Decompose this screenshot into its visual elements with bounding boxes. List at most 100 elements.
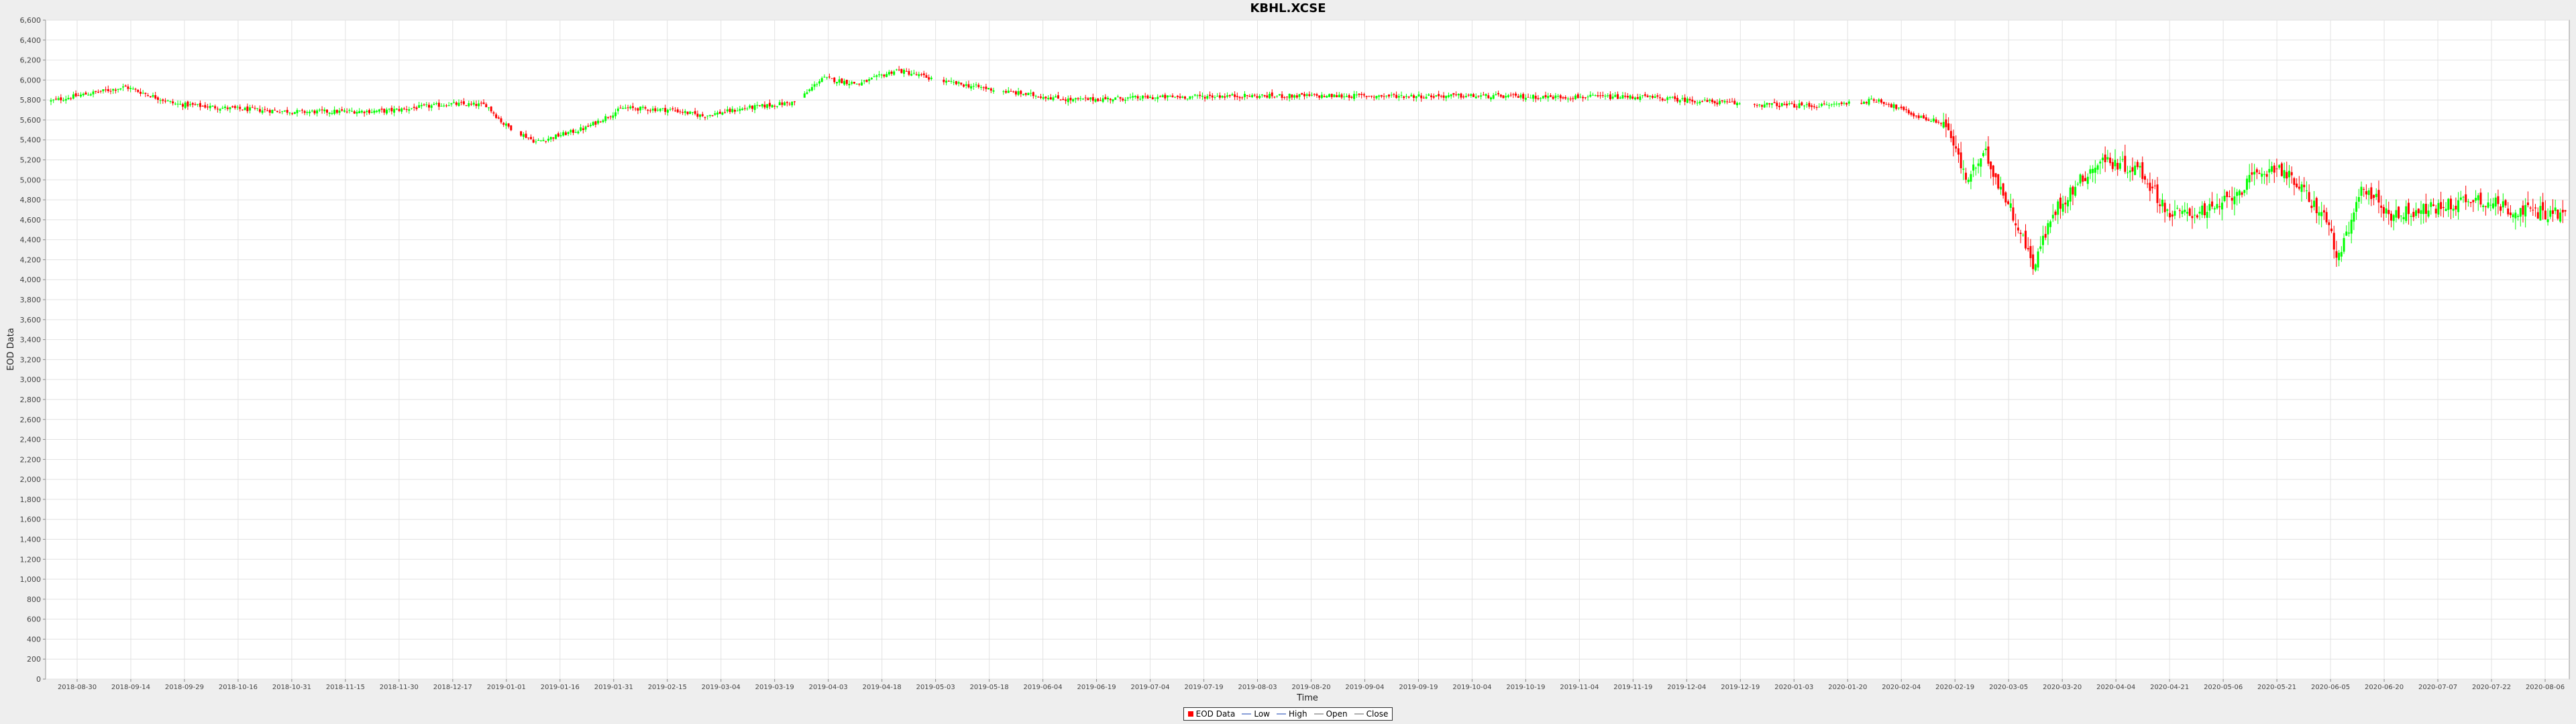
candle-body: [385, 109, 388, 114]
candle-body: [1619, 97, 1621, 99]
candle-body: [1149, 97, 1152, 98]
candle-body: [1248, 96, 1251, 97]
candle-body: [535, 141, 537, 143]
candle-body: [1905, 109, 1908, 111]
candle-body: [440, 106, 443, 107]
candle-body: [107, 88, 109, 91]
candle-body: [2395, 210, 2398, 218]
candle-body: [890, 71, 893, 74]
candle-body: [2015, 223, 2017, 226]
candle-body: [2355, 202, 2358, 212]
candle-body: [880, 74, 883, 76]
x-tick-label: 2020-01-03: [1774, 684, 1813, 691]
candle-body: [1888, 104, 1890, 105]
candle-body: [2186, 212, 2189, 214]
x-tick-label: 2020-05-06: [2204, 684, 2243, 691]
candle-body: [2027, 248, 2029, 250]
candle-body: [79, 95, 82, 97]
candle-body: [1601, 95, 1604, 97]
legend-item-low: Low: [1242, 709, 1270, 719]
candle-body: [1348, 95, 1350, 98]
candle-body: [204, 105, 207, 108]
candle-body: [2313, 200, 2316, 207]
candle-body: [353, 111, 356, 114]
candle-body: [1651, 96, 1654, 98]
candle-body: [2118, 163, 2121, 169]
candle-body: [1897, 107, 1900, 109]
candle-body: [1878, 99, 1880, 102]
candle-body: [2544, 210, 2546, 220]
candle-body: [1069, 97, 1072, 101]
x-tick-label: 2019-03-04: [702, 684, 741, 691]
candle-body: [1761, 105, 1764, 107]
candle-body: [174, 103, 176, 105]
x-tick-label: 2019-02-15: [648, 684, 687, 691]
candle-body: [1209, 95, 1212, 97]
candle-body: [963, 84, 965, 87]
candle-body: [1393, 94, 1395, 95]
candle-body: [2412, 212, 2415, 217]
candle-body: [2286, 172, 2288, 179]
candle-body: [1642, 95, 1644, 97]
candle-body: [2400, 215, 2402, 217]
candle-body: [134, 88, 137, 90]
candle-body: [1872, 99, 1875, 101]
candle-body: [460, 102, 463, 103]
candle-body: [97, 92, 99, 93]
candle-body: [1243, 94, 1246, 97]
candle-body: [669, 109, 672, 110]
candle-body: [147, 95, 150, 97]
candle-body: [2459, 197, 2462, 200]
candle-body: [1241, 97, 1244, 99]
candle-body: [191, 103, 194, 105]
y-tick-label: 3,800: [20, 296, 42, 304]
candle-body: [1955, 146, 1957, 149]
candle-body: [1087, 98, 1089, 101]
candle-body: [502, 123, 505, 125]
candle-body: [1699, 101, 1701, 104]
candle-body: [1428, 94, 1430, 96]
candle-body: [883, 74, 885, 76]
y-tick-label: 6,400: [20, 36, 42, 45]
candle-body: [1965, 172, 1968, 180]
candle-body: [1224, 96, 1226, 98]
candle-body: [1047, 98, 1050, 99]
x-tick-label: 2019-05-03: [916, 684, 955, 691]
candle-body: [1330, 94, 1333, 97]
candle-body: [2196, 215, 2198, 218]
candle-body: [2387, 210, 2390, 215]
line-swatch-icon: [1313, 713, 1324, 715]
candle-body: [2392, 215, 2395, 221]
candle-body: [1624, 95, 1627, 97]
candle-body: [1823, 103, 1825, 105]
candle-body: [2141, 162, 2144, 179]
candle-body: [1065, 99, 1067, 101]
candle-body: [1770, 103, 1773, 105]
candle-body: [1102, 98, 1104, 102]
candle-body: [2420, 210, 2422, 214]
candle-body: [413, 107, 415, 108]
candle-body: [1269, 93, 1271, 99]
candle-body: [580, 127, 582, 131]
candle-body: [1425, 97, 1428, 99]
candle-body: [370, 112, 373, 113]
x-tick-label: 2019-01-01: [487, 684, 526, 691]
candle-body: [1477, 95, 1480, 97]
candle-body: [50, 100, 52, 102]
candle-body: [2430, 202, 2432, 207]
candle-body: [912, 72, 915, 74]
candle-body: [1122, 99, 1124, 101]
candle-body: [1542, 96, 1544, 99]
candle-body: [947, 80, 950, 82]
candle-body: [2315, 198, 2318, 214]
candle-body: [338, 110, 341, 113]
candle-body: [348, 110, 351, 111]
y-tick-label: 1,800: [20, 495, 42, 504]
candle-body: [376, 111, 378, 112]
candle-body: [773, 105, 776, 107]
candle-body: [1206, 96, 1209, 99]
candle-body: [114, 89, 117, 91]
candle-body: [1631, 97, 1634, 99]
candle-body: [2275, 168, 2278, 170]
candle-body: [271, 110, 274, 114]
